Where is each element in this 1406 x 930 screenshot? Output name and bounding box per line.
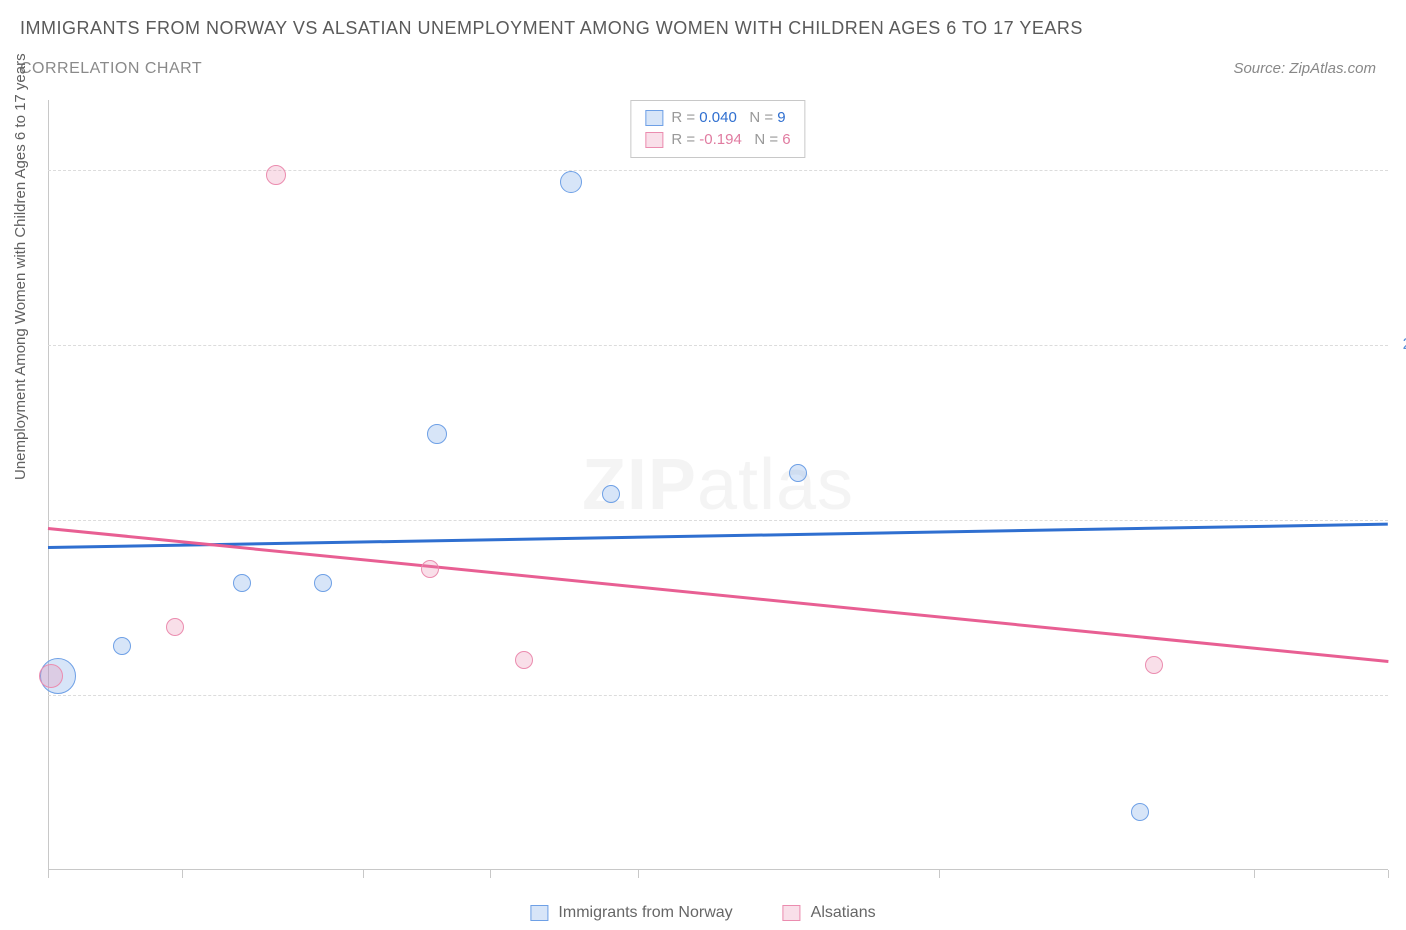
legend-swatch bbox=[645, 110, 663, 126]
x-tick bbox=[363, 870, 364, 878]
data-point bbox=[560, 171, 582, 193]
data-point bbox=[166, 618, 184, 636]
watermark: ZIPatlas bbox=[582, 444, 854, 526]
correlation-legend: R = 0.040 N = 9R = -0.194 N = 6 bbox=[630, 100, 805, 158]
data-point bbox=[113, 637, 131, 655]
x-tick bbox=[1388, 870, 1389, 878]
data-point bbox=[789, 464, 807, 482]
y-tick-label: 22.5% bbox=[1403, 336, 1406, 354]
legend-swatch bbox=[645, 132, 663, 148]
data-point bbox=[314, 574, 332, 592]
gridline bbox=[48, 520, 1388, 521]
chart-plot-area: ZIPatlas R = 0.040 N = 9R = -0.194 N = 6… bbox=[48, 100, 1388, 870]
legend-row: R = -0.194 N = 6 bbox=[645, 129, 790, 151]
data-point bbox=[233, 574, 251, 592]
gridline bbox=[48, 695, 1388, 696]
x-tick bbox=[939, 870, 940, 878]
chart-subtitle: CORRELATION CHART bbox=[20, 60, 202, 78]
series-legend: Immigrants from Norway Alsatians bbox=[530, 904, 875, 922]
source-attribution: Source: ZipAtlas.com bbox=[1233, 60, 1376, 77]
legend-stats: R = 0.040 N = 9 bbox=[671, 107, 785, 129]
data-point bbox=[39, 664, 63, 688]
legend-swatch bbox=[530, 905, 548, 921]
axis-y-line bbox=[48, 100, 49, 870]
legend-stats: R = -0.194 N = 6 bbox=[671, 129, 790, 151]
series-legend-item: Alsatians bbox=[783, 904, 876, 922]
data-point bbox=[266, 165, 286, 185]
gridline bbox=[48, 170, 1388, 171]
legend-row: R = 0.040 N = 9 bbox=[645, 107, 790, 129]
trend-line bbox=[48, 522, 1388, 548]
data-point bbox=[421, 560, 439, 578]
data-point bbox=[427, 424, 447, 444]
x-tick bbox=[490, 870, 491, 878]
legend-swatch bbox=[783, 905, 801, 921]
x-tick bbox=[182, 870, 183, 878]
trend-line bbox=[48, 527, 1388, 662]
data-point bbox=[1145, 656, 1163, 674]
series-name: Alsatians bbox=[811, 904, 876, 922]
series-name: Immigrants from Norway bbox=[558, 904, 732, 922]
x-tick bbox=[1254, 870, 1255, 878]
gridline bbox=[48, 345, 1388, 346]
series-legend-item: Immigrants from Norway bbox=[530, 904, 732, 922]
data-point bbox=[1131, 803, 1149, 821]
chart-title: IMMIGRANTS FROM NORWAY VS ALSATIAN UNEMP… bbox=[20, 18, 1083, 39]
y-axis-label: Unemployment Among Women with Children A… bbox=[12, 53, 29, 480]
data-point bbox=[515, 651, 533, 669]
x-tick bbox=[48, 870, 49, 878]
x-tick bbox=[638, 870, 639, 878]
data-point bbox=[602, 485, 620, 503]
axis-x-line bbox=[48, 869, 1388, 870]
